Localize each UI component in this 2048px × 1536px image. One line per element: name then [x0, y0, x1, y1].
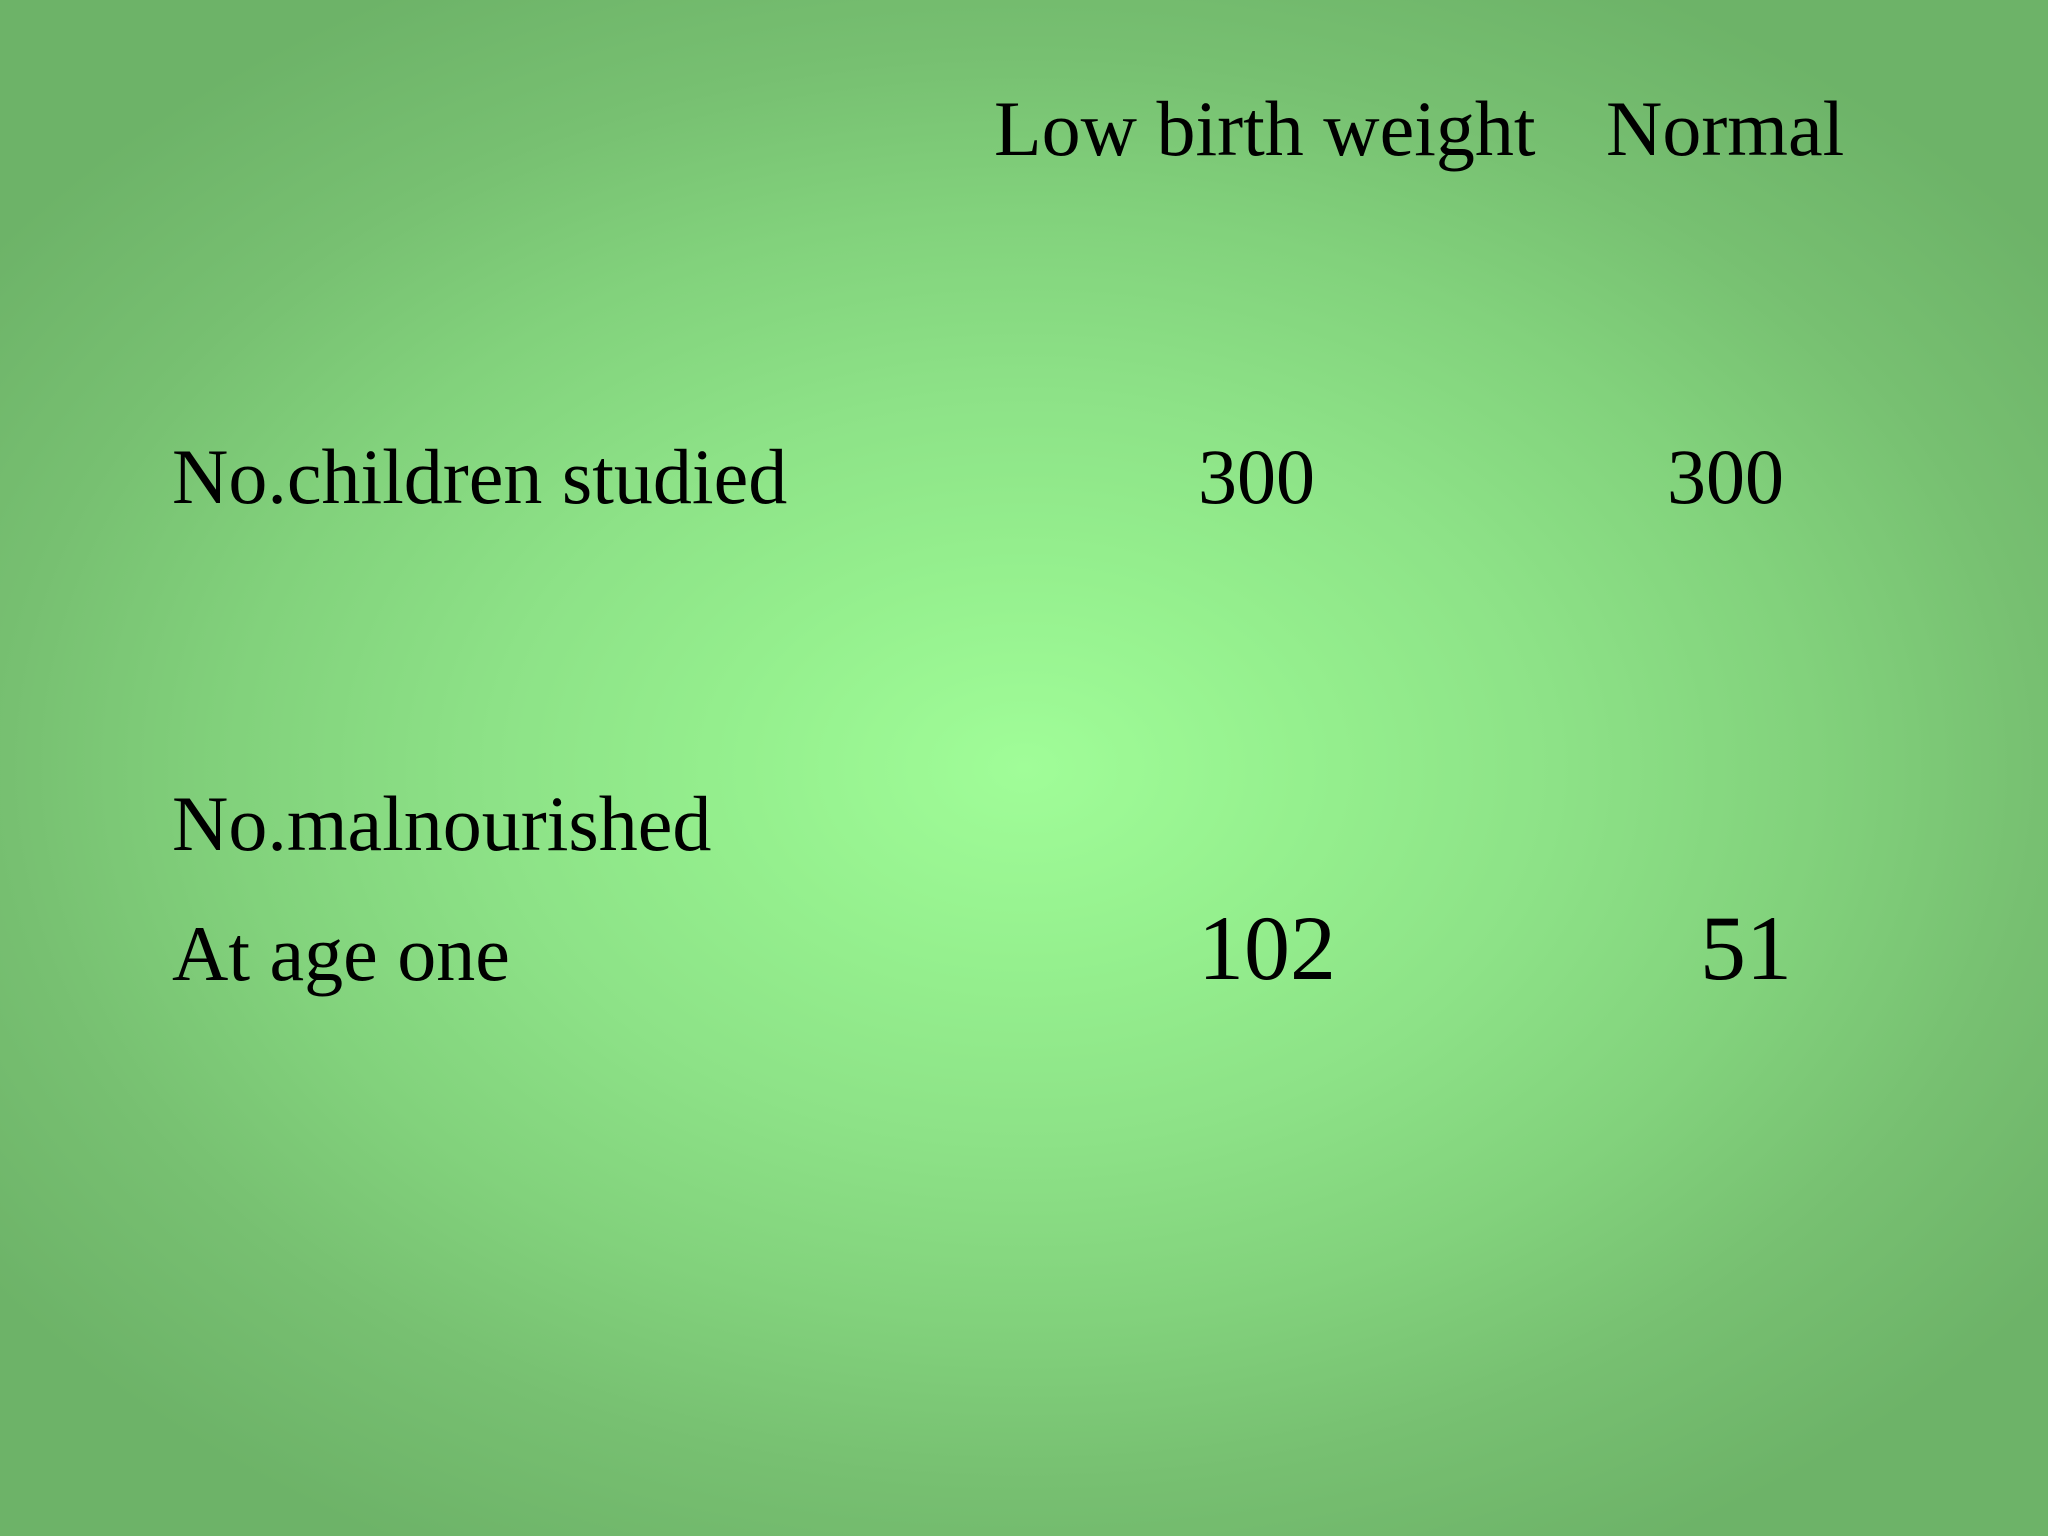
row-label-malnourished: No.malnourished: [172, 780, 712, 867]
cell-malnourished-normal: 51: [1700, 897, 1792, 999]
cell-studied-normal: 300: [1667, 433, 1784, 520]
cell-malnourished-low-birth-weight: 102: [1198, 897, 1336, 999]
row-label-at-age-one: At age one: [172, 910, 510, 997]
row-label-children-studied: No.children studied: [172, 433, 788, 520]
column-header-normal: Normal: [1606, 85, 1845, 172]
cell-studied-low-birth-weight: 300: [1198, 433, 1315, 520]
column-header-low-birth-weight: Low birth weight: [994, 85, 1536, 172]
